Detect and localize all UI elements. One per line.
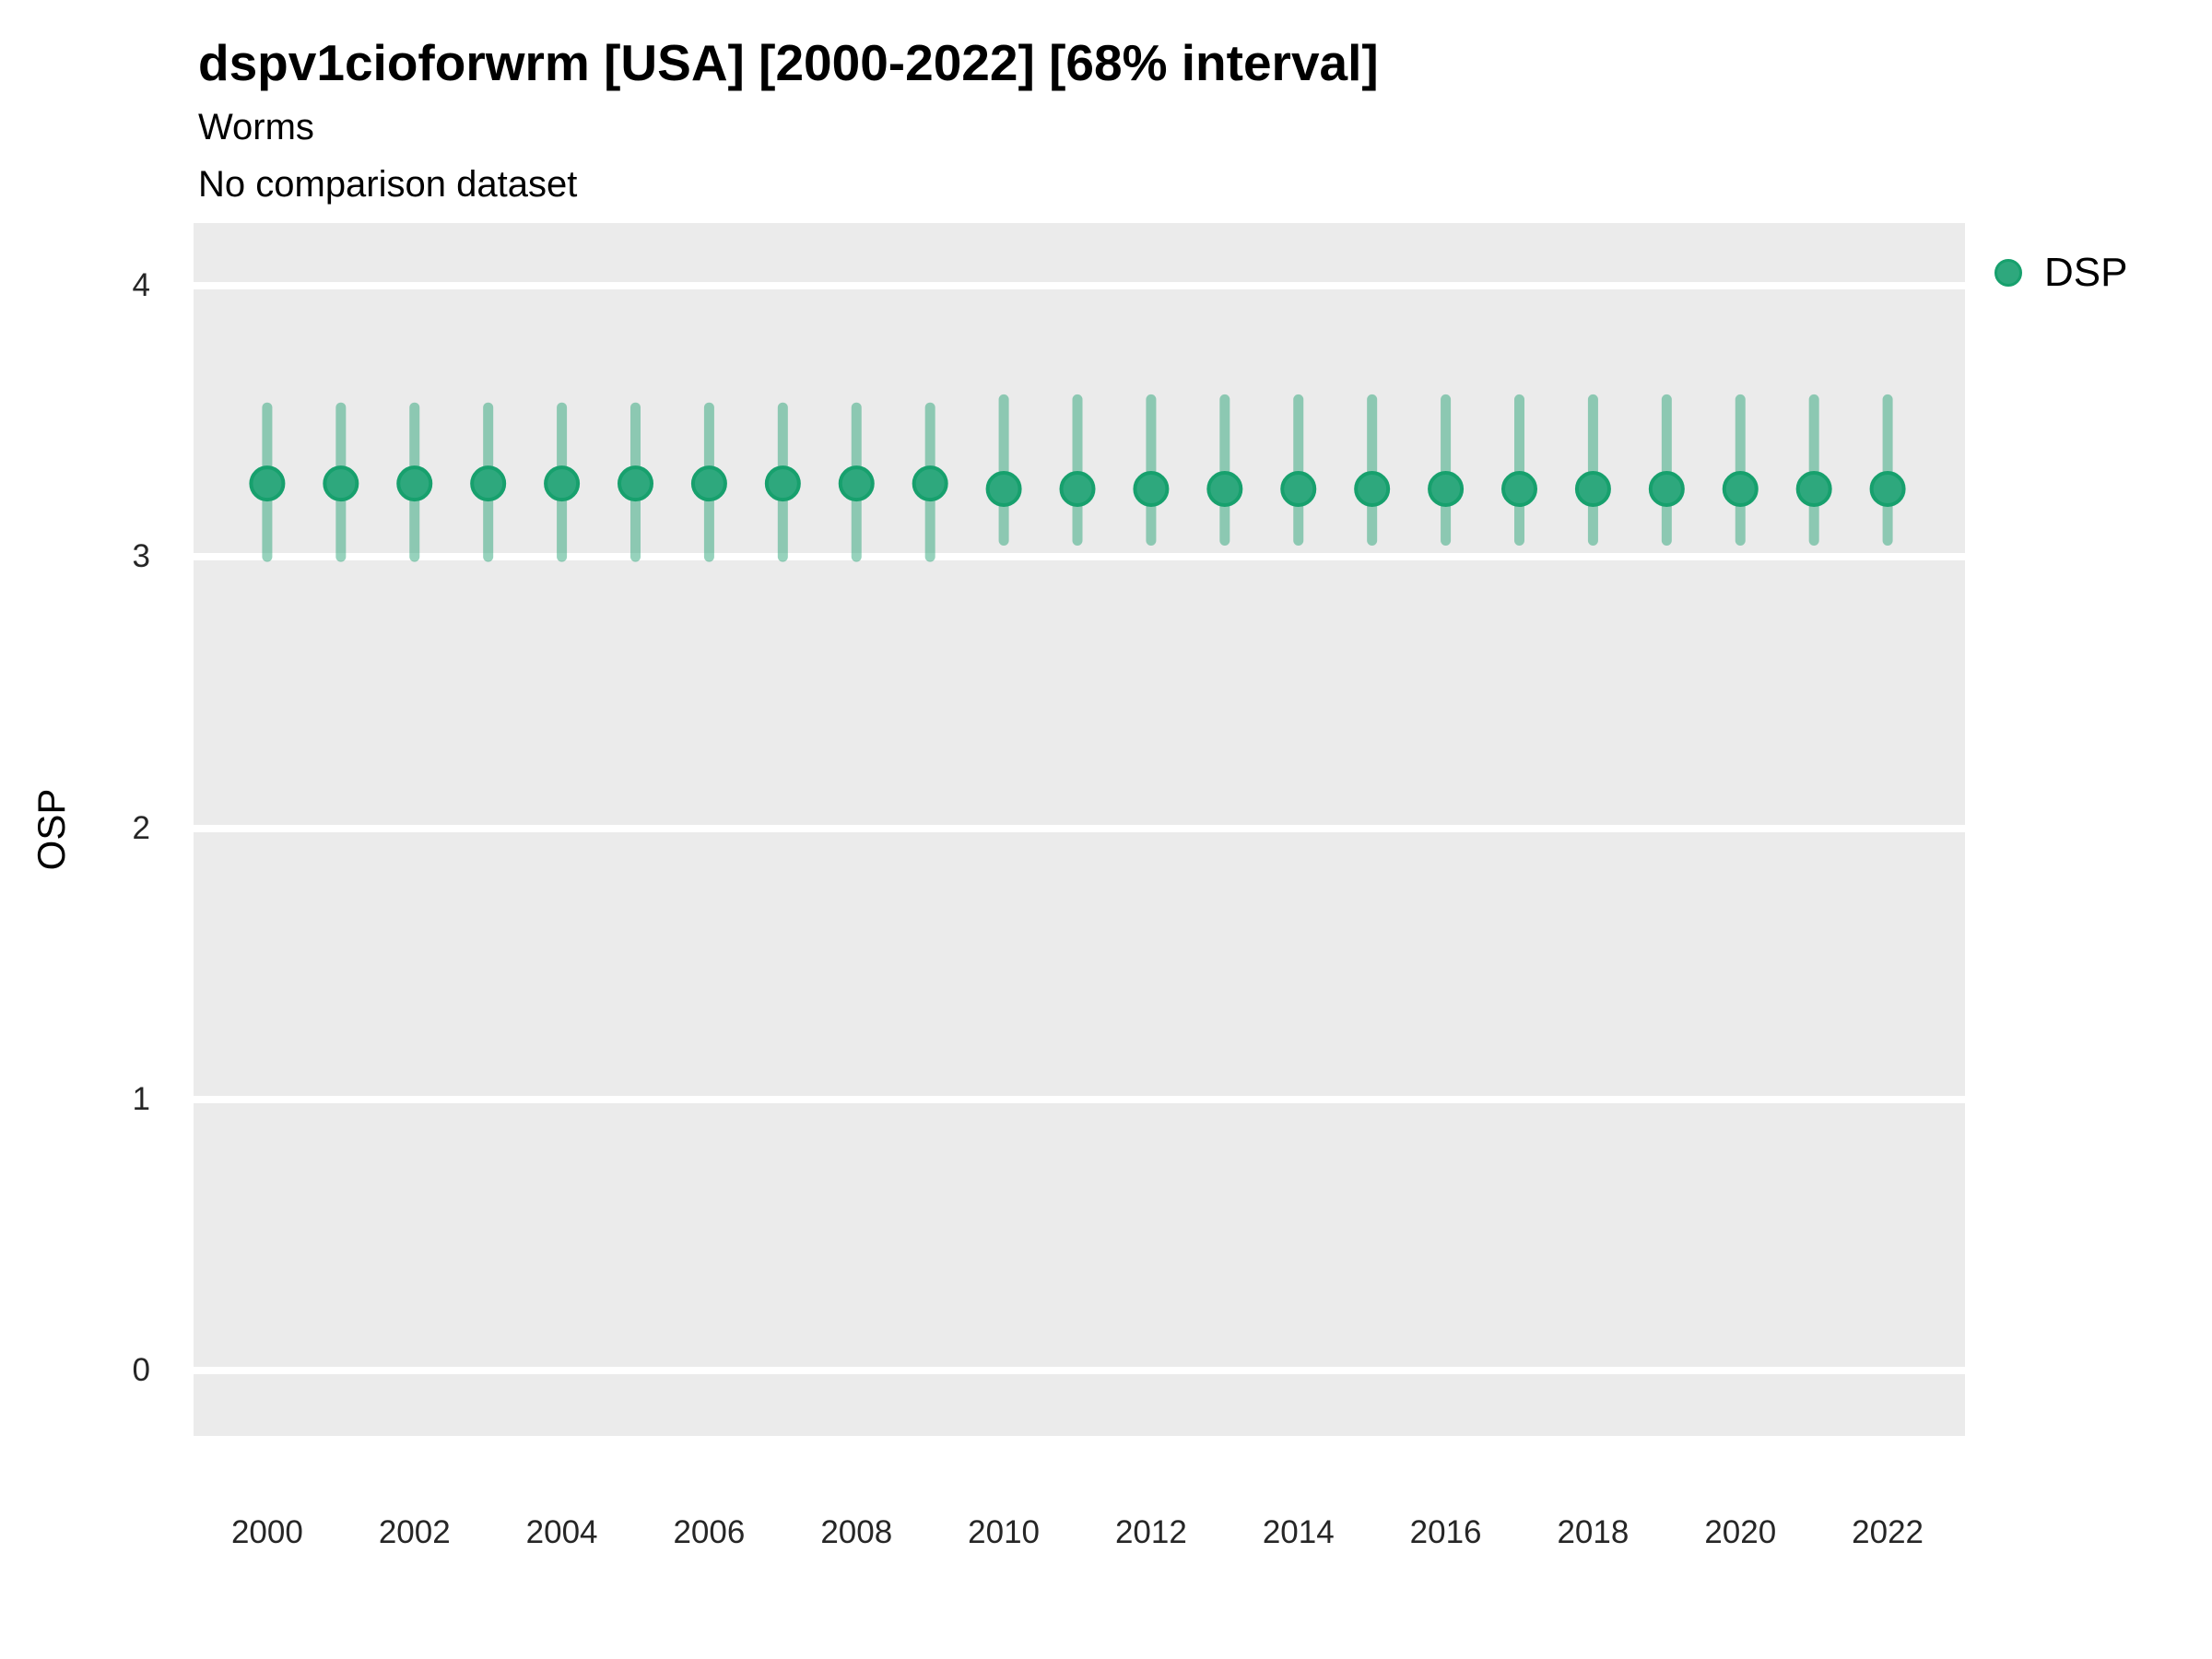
data-point — [618, 465, 654, 502]
legend: DSP — [1994, 250, 2128, 295]
data-point — [323, 465, 359, 502]
x-tick-label: 2016 — [1409, 1514, 1482, 1550]
x-tick-label: 2000 — [230, 1514, 303, 1550]
legend-circle-icon — [1994, 259, 2022, 288]
y-tick-label: 1 — [132, 1080, 150, 1117]
gridline-y-0 — [194, 1367, 1965, 1375]
x-tick-label: 2018 — [1557, 1514, 1630, 1550]
data-point — [1501, 471, 1538, 508]
data-point — [1133, 471, 1170, 508]
data-point — [249, 465, 286, 502]
chart-subtitle: Worms — [198, 107, 314, 147]
y-tick-label: 0 — [132, 1352, 150, 1389]
x-tick-label: 2012 — [1114, 1514, 1187, 1550]
data-point — [396, 465, 433, 502]
gridline-y-3 — [194, 553, 1965, 561]
gridline-y-1 — [194, 1095, 1965, 1103]
data-point — [1795, 471, 1832, 508]
y-tick-label: 2 — [132, 809, 150, 846]
data-point — [1869, 471, 1906, 508]
data-point — [1428, 471, 1465, 508]
x-tick-label: 2010 — [968, 1514, 1041, 1550]
data-point — [1280, 471, 1317, 508]
legend-label-dsp: DSP — [2044, 250, 2128, 295]
x-tick-label: 2006 — [673, 1514, 746, 1550]
gridline-y-4 — [194, 281, 1965, 289]
data-point — [1722, 471, 1759, 508]
x-tick-label: 2014 — [1262, 1514, 1335, 1550]
plot-panel — [194, 223, 1965, 1436]
data-point — [1648, 471, 1685, 508]
y-tick-label: 4 — [132, 266, 150, 303]
data-point — [764, 465, 801, 502]
x-tick-label: 2020 — [1704, 1514, 1777, 1550]
x-tick-label: 2004 — [525, 1514, 598, 1550]
data-point — [912, 465, 948, 502]
x-tick-label: 2002 — [378, 1514, 451, 1550]
y-tick-label: 3 — [132, 538, 150, 575]
gridline-y-2 — [194, 824, 1965, 832]
data-layer — [249, 394, 1906, 562]
comparison-note: No comparison dataset — [198, 164, 578, 205]
data-point — [690, 465, 727, 502]
data-point — [470, 465, 507, 502]
data-point — [838, 465, 875, 502]
data-point — [1354, 471, 1391, 508]
data-point — [985, 471, 1022, 508]
data-point — [544, 465, 581, 502]
x-tick-label: 2022 — [1852, 1514, 1924, 1550]
data-point — [1206, 471, 1243, 508]
chart-title: dspv1cioforwrm [USA] [2000-2022] [68% in… — [198, 34, 1379, 91]
data-point — [1574, 471, 1611, 508]
data-point — [1059, 471, 1096, 508]
x-tick-label: 2008 — [820, 1514, 893, 1550]
